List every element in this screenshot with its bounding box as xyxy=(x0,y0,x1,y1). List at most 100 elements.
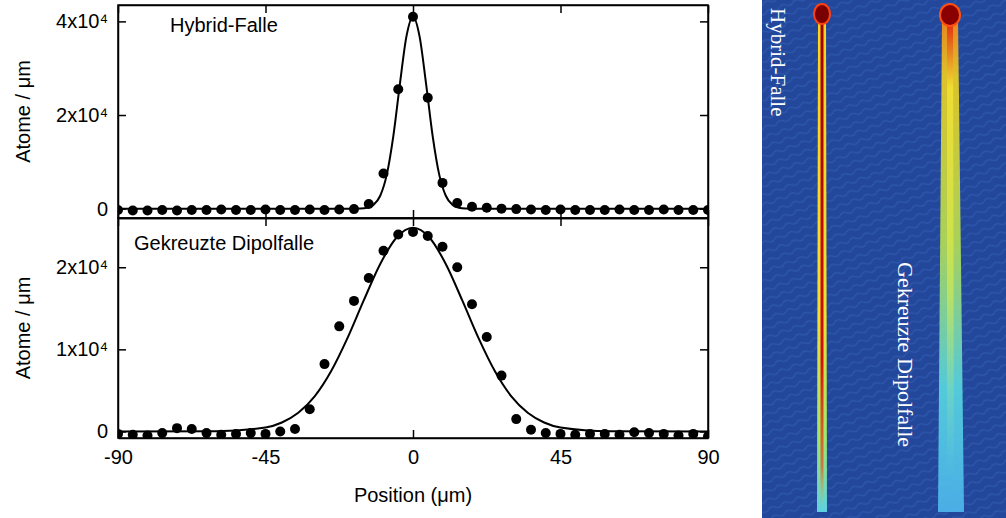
y-tick-label: 0 xyxy=(97,420,108,442)
y-tick: 2x10⁴ xyxy=(56,256,126,278)
x-top-tick-mark xyxy=(265,5,267,13)
data-point xyxy=(467,299,477,309)
y-right-tick xyxy=(700,115,708,116)
data-point xyxy=(674,205,684,215)
data-point xyxy=(143,206,153,216)
data-point xyxy=(261,429,271,438)
cloud-peak xyxy=(940,4,960,26)
x-tick-label: -45 xyxy=(252,446,281,468)
data-point xyxy=(202,428,212,438)
data-point xyxy=(128,206,138,216)
data-point xyxy=(659,429,669,438)
data-point xyxy=(629,205,639,215)
y-right-tick xyxy=(700,349,708,350)
fit-line xyxy=(118,228,708,432)
data-point xyxy=(334,321,344,331)
x-tick xyxy=(708,210,709,218)
y-axis: 02x10⁴4x10⁴ xyxy=(56,6,126,220)
fit-line xyxy=(118,17,708,209)
cloud-core xyxy=(821,16,824,506)
y-tick-mark xyxy=(118,21,126,23)
y-axis-title: Atome / μm xyxy=(12,277,34,380)
data-point xyxy=(526,425,536,435)
x-tick-label: 0 xyxy=(408,446,419,468)
x-top-tick xyxy=(118,5,119,13)
data-point xyxy=(320,359,330,369)
axis-line xyxy=(118,219,120,439)
data-point xyxy=(202,205,212,215)
cloud-peak xyxy=(814,4,830,24)
y-right-axis xyxy=(700,6,709,219)
x-tick xyxy=(413,210,414,218)
cloud-streak xyxy=(938,18,964,512)
panel: 02x10⁴4x10⁴Hybrid-FalleAtome / μm xyxy=(12,5,713,220)
x-top-tick xyxy=(118,218,119,226)
x-axis-title: Position (μm) xyxy=(354,484,472,506)
data-point xyxy=(570,205,580,215)
plot-frame xyxy=(118,218,708,438)
data-point xyxy=(172,206,182,216)
data-point xyxy=(644,205,654,215)
cloud-core xyxy=(947,18,954,480)
x-top-tick xyxy=(708,218,709,226)
absorption-image: Hybrid-FalleGekreuzte Dipolfalle xyxy=(762,0,1006,518)
y-right-tick-mark xyxy=(700,267,708,269)
axis-line xyxy=(118,6,120,219)
y-right-tick xyxy=(700,21,708,22)
y-tick: 1x10⁴ xyxy=(56,338,126,360)
y-tick-label: 1x10⁴ xyxy=(56,338,108,360)
x-top-tick-mark xyxy=(118,5,120,13)
panel-title: Gekreuzte Dipolfalle xyxy=(134,232,314,254)
data-point xyxy=(452,262,462,272)
axis-line xyxy=(708,219,710,439)
data-point xyxy=(688,205,698,215)
x-tick-mark xyxy=(413,430,415,438)
data-point xyxy=(187,424,197,434)
data-point xyxy=(275,426,285,436)
y-tick-mark xyxy=(118,267,126,269)
y-right-tick-mark xyxy=(700,115,708,117)
x-top-tick-mark xyxy=(708,5,710,13)
x-top-tick-mark xyxy=(118,218,120,226)
y-tick: 4x10⁴ xyxy=(56,10,126,32)
y-tick-mark xyxy=(118,349,126,351)
x-top-tick-mark xyxy=(265,218,267,226)
y-right-axis xyxy=(700,219,709,439)
plot-frame xyxy=(118,5,708,218)
x-top-tick-mark xyxy=(560,218,562,226)
x-tick-mark xyxy=(413,210,415,218)
panel-title: Hybrid-Falle xyxy=(170,14,278,36)
data-point xyxy=(157,428,167,438)
x-tick-label: -90 xyxy=(104,446,133,468)
x-top-tick xyxy=(561,218,562,226)
x-top-tick-mark xyxy=(560,5,562,13)
y-tick: 2x10⁴ xyxy=(56,104,126,126)
y-right-tick-mark xyxy=(700,21,708,23)
axis-line xyxy=(708,6,710,219)
data-point xyxy=(482,332,492,342)
y-right-tick-mark xyxy=(700,349,708,351)
x-top-tick xyxy=(413,218,414,226)
data-point xyxy=(118,429,123,438)
data-point xyxy=(570,430,580,438)
y-axis-title: Atome / μm xyxy=(12,60,34,163)
x-tick: 0 xyxy=(408,430,419,468)
data-point xyxy=(688,429,698,438)
plot-area xyxy=(118,227,708,438)
y-tick-mark xyxy=(118,115,126,117)
data-point xyxy=(157,205,167,215)
plot-area xyxy=(118,12,708,216)
y-tick-label: 2x10⁴ xyxy=(56,256,108,278)
x-tick-label: 45 xyxy=(550,446,572,468)
x-top-tick-mark xyxy=(708,218,710,226)
y-axis: 0 1x10⁴ 2x10⁴ xyxy=(56,219,126,443)
data-point xyxy=(703,205,708,215)
x-top-tick xyxy=(266,218,267,226)
data-point xyxy=(467,202,477,212)
data-point xyxy=(585,205,595,215)
y-tick-label: 4x10⁴ xyxy=(56,10,108,32)
data-point xyxy=(275,205,285,215)
x-axis: -90-4504590 xyxy=(104,430,720,468)
y-right-tick xyxy=(700,267,708,268)
figure: 0 2x10⁴ 4x10⁴ Hybrid-Falle Atome / μm 0 1x10⁴ 2… xyxy=(0,0,1006,518)
